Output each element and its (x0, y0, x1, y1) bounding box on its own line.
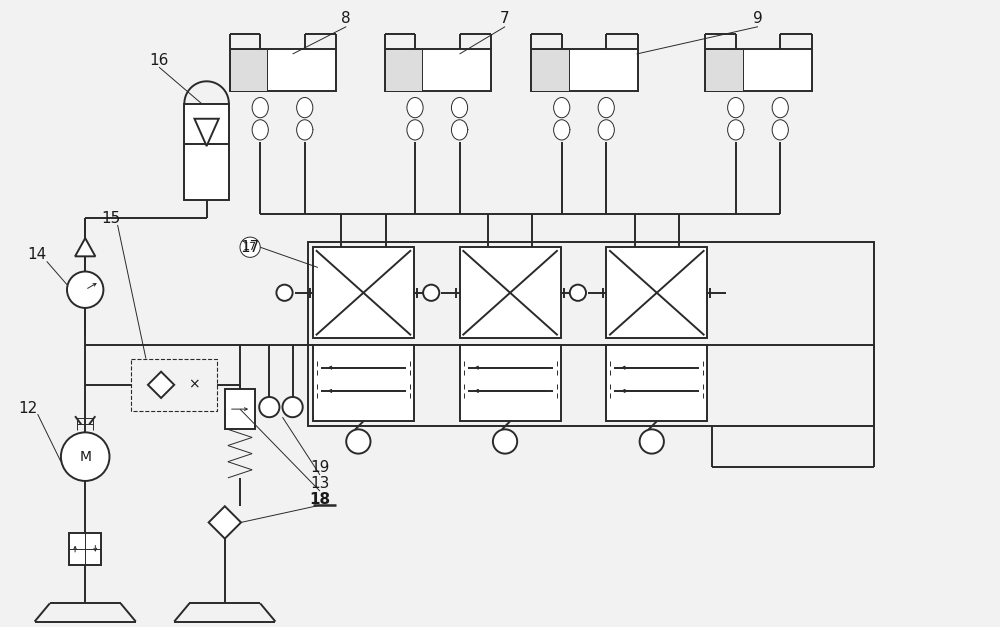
Bar (225, 389, 255, 429)
Circle shape (67, 271, 103, 308)
Circle shape (259, 397, 279, 417)
Ellipse shape (252, 98, 268, 118)
Circle shape (640, 429, 664, 453)
Polygon shape (75, 238, 95, 256)
Bar (606, 247, 707, 339)
Bar (531, 49, 569, 92)
Polygon shape (148, 372, 174, 398)
Bar (385, 49, 491, 92)
Text: 16: 16 (149, 53, 169, 68)
Bar (69, 532, 101, 565)
Text: 19: 19 (310, 460, 330, 475)
Text: M: M (79, 450, 91, 463)
Ellipse shape (451, 120, 468, 140)
Ellipse shape (407, 120, 423, 140)
Circle shape (423, 285, 439, 301)
Bar (705, 49, 812, 92)
Ellipse shape (297, 98, 313, 118)
Circle shape (570, 285, 586, 301)
Text: 17: 17 (240, 240, 260, 255)
Circle shape (276, 285, 293, 301)
Ellipse shape (554, 98, 570, 118)
Circle shape (240, 237, 260, 257)
Bar (184, 103, 229, 199)
Text: 14: 14 (27, 247, 46, 262)
Ellipse shape (297, 120, 313, 140)
Bar (531, 49, 638, 92)
Bar (313, 247, 414, 339)
Ellipse shape (598, 120, 614, 140)
Circle shape (282, 397, 303, 417)
Ellipse shape (772, 120, 788, 140)
Text: 7: 7 (500, 11, 510, 26)
Bar (131, 359, 217, 411)
Text: 15: 15 (101, 211, 120, 226)
Bar (230, 49, 267, 92)
Bar (705, 49, 743, 92)
Text: 18: 18 (309, 492, 330, 507)
Ellipse shape (772, 98, 788, 118)
Text: 17: 17 (243, 242, 257, 252)
Bar (606, 345, 707, 421)
Text: 13: 13 (310, 477, 330, 492)
Ellipse shape (451, 98, 468, 118)
Text: 8: 8 (341, 11, 351, 26)
Bar (460, 247, 561, 339)
Ellipse shape (407, 98, 423, 118)
Bar (313, 345, 414, 421)
Text: 12: 12 (18, 401, 37, 416)
Circle shape (493, 429, 517, 453)
Text: ×: × (188, 378, 199, 392)
Polygon shape (209, 506, 241, 539)
Bar (460, 345, 561, 421)
Bar (308, 242, 874, 426)
Bar (230, 49, 336, 92)
Ellipse shape (728, 120, 744, 140)
Circle shape (61, 433, 109, 481)
Bar (385, 49, 422, 92)
Circle shape (346, 429, 371, 453)
Text: 9: 9 (753, 11, 763, 26)
Ellipse shape (598, 98, 614, 118)
Polygon shape (194, 119, 219, 146)
Ellipse shape (252, 120, 268, 140)
Ellipse shape (728, 98, 744, 118)
Ellipse shape (554, 120, 570, 140)
